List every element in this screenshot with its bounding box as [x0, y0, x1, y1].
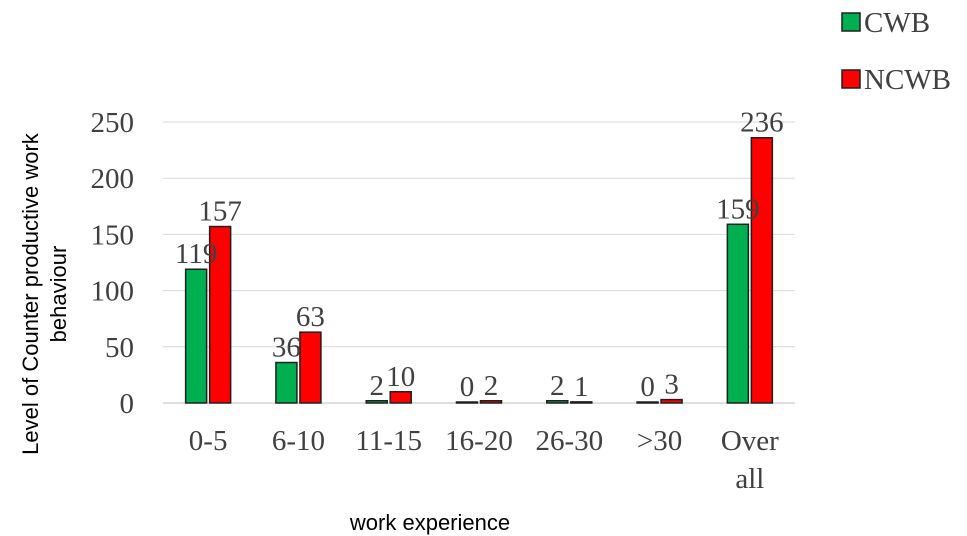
data-label: 157: [198, 196, 242, 228]
x-tick-label: 6-10: [272, 425, 325, 457]
data-label: 63: [296, 301, 325, 333]
data-label: 0: [460, 371, 475, 403]
x-axis-ticks: 0-5 6-10 11-15 16-20 26-30 >30 Over all: [189, 425, 779, 495]
legend: CWB NCWB: [841, 7, 951, 96]
x-tick-label: Over: [721, 425, 779, 457]
data-label: 1: [574, 371, 589, 403]
legend-label: CWB: [864, 7, 930, 39]
data-label: 2: [484, 370, 499, 402]
bar: [389, 391, 412, 404]
x-tick-label: 16-20: [445, 425, 513, 457]
y-tick-label: 100: [91, 276, 135, 308]
bar: [636, 401, 659, 404]
data-label: 236: [740, 107, 784, 139]
bar: [455, 401, 479, 404]
x-axis-title: work experience: [349, 510, 510, 535]
bar: [208, 225, 232, 404]
data-label: 0: [640, 371, 655, 403]
bars: [184, 136, 774, 404]
legend-label: NCWB: [864, 64, 951, 96]
bar: [184, 268, 208, 404]
bar: [570, 401, 593, 404]
data-label: 119: [175, 238, 217, 270]
data-label: 36: [272, 332, 301, 364]
data-label: 159: [716, 193, 760, 225]
data-label: 10: [386, 361, 415, 393]
bar: [299, 331, 322, 404]
y-tick-label: 250: [91, 107, 135, 139]
x-tick-label: 26-30: [535, 425, 603, 457]
legend-swatch: [841, 69, 861, 89]
bar: [479, 400, 503, 404]
bar: [275, 361, 298, 404]
y-tick-label: 50: [105, 332, 134, 364]
bar: [660, 398, 683, 404]
bar: [365, 400, 388, 404]
x-tick-label: >30: [637, 425, 682, 457]
y-axis-title-line1: Level of Counter productive work: [18, 132, 43, 455]
data-label: 2: [550, 370, 565, 402]
y-axis-title-line2: behaviour: [46, 246, 71, 343]
legend-swatch: [841, 12, 861, 32]
bar: [750, 136, 774, 404]
x-tick-label: 0-5: [189, 425, 228, 457]
x-tick-label: all: [735, 463, 764, 495]
y-tick-label: 150: [91, 219, 135, 251]
bar: [726, 223, 750, 404]
x-tick-label: 11-15: [355, 425, 422, 457]
gridlines: [163, 121, 795, 404]
data-label: 3: [664, 369, 679, 401]
y-tick-label: 200: [91, 163, 135, 195]
y-tick-label: 0: [120, 388, 135, 420]
bar: [546, 400, 569, 404]
y-axis-ticks: 0 50 100 150 200 250: [91, 107, 135, 420]
data-label: 2: [369, 370, 384, 402]
